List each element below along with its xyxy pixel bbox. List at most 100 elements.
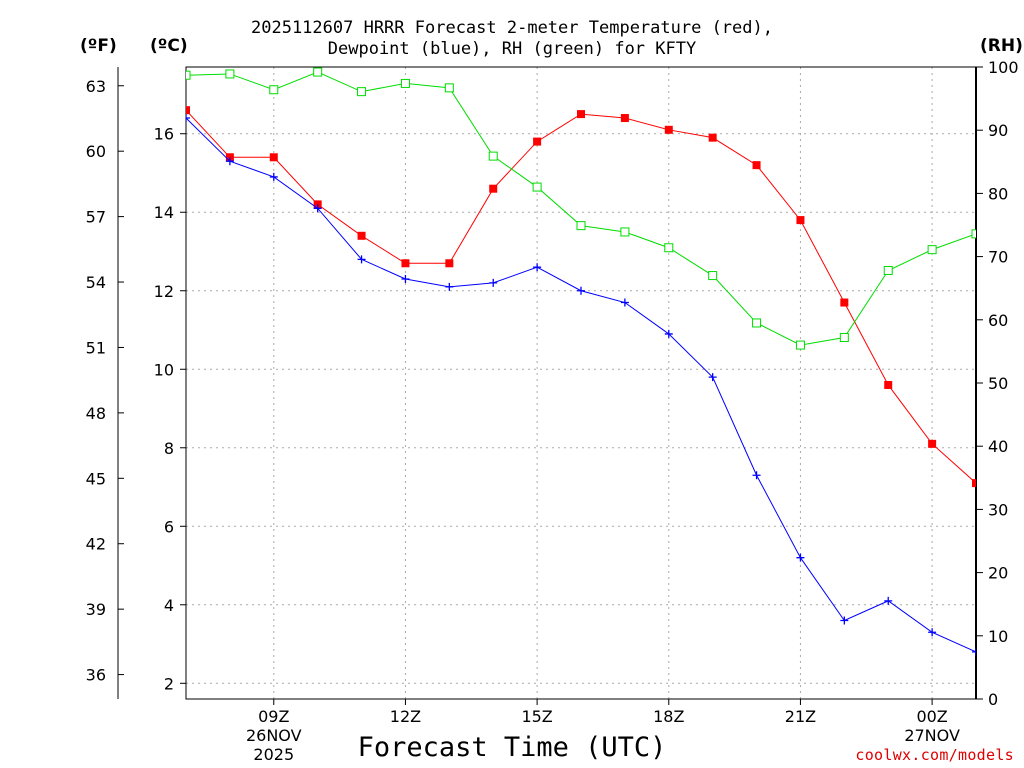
point-rh-14: [795, 340, 805, 350]
x-axis-title: Forecast Time (UTC): [357, 732, 667, 763]
point-dewpoint-4: [357, 255, 366, 264]
series-layer: [186, 67, 976, 656]
point-dewpoint-3: [313, 204, 322, 213]
point-temperature-13: [752, 161, 761, 170]
point-rh-1: [225, 69, 235, 79]
series-rh: [186, 67, 976, 350]
tick-label-f-60: 60: [86, 142, 106, 161]
point-temperature-4: [357, 231, 366, 240]
point-rh-2: [269, 85, 279, 95]
point-rh-8: [532, 182, 542, 192]
point-temperature-10: [620, 114, 629, 123]
point-dewpoint-11: [664, 329, 673, 338]
point-temperature-14: [796, 216, 805, 225]
point-temperature-2: [269, 153, 278, 162]
point-rh-15: [839, 332, 849, 342]
point-dewpoint-9: [577, 286, 585, 295]
point-rh-6: [444, 83, 454, 93]
celsius-axis-unit: (ºC): [150, 36, 188, 56]
tick-label-c-16: 16: [154, 125, 174, 144]
tick-label-rh-50: 50: [988, 374, 1008, 393]
fahrenheit-axis-unit: (ºF): [80, 36, 117, 56]
point-dewpoint-12: [708, 373, 717, 382]
tick-label-rh-0: 0: [988, 690, 998, 709]
point-dewpoint-10: [620, 298, 629, 307]
tick-label-c-6: 6: [164, 517, 174, 536]
point-rh-11: [664, 243, 674, 253]
tick-label-f-42: 42: [86, 535, 106, 554]
series-dewpoint: [186, 114, 976, 656]
tick-label-c-14: 14: [154, 203, 174, 222]
tick-label-rh-30: 30: [988, 500, 1008, 519]
tick-label-f-57: 57: [86, 208, 106, 227]
tick-label-f-39: 39: [86, 600, 106, 619]
rh-axis-unit: (RH): [980, 36, 1023, 56]
point-dewpoint-0: [186, 114, 190, 123]
tick-label-x-18-0: 18Z: [653, 707, 684, 726]
point-dewpoint-1: [225, 157, 234, 166]
point-dewpoint-2: [269, 172, 278, 181]
tick-label-rh-100: 100: [988, 58, 1019, 77]
point-temperature-8: [533, 137, 542, 146]
point-temperature-9: [577, 110, 585, 119]
point-temperature-11: [664, 125, 673, 134]
tick-label-f-36: 36: [86, 666, 106, 685]
tick-label-rh-20: 20: [988, 564, 1008, 583]
point-rh-16: [883, 266, 893, 276]
point-dewpoint-5: [401, 274, 410, 283]
point-temperature-18: [972, 479, 976, 488]
point-dewpoint-15: [840, 616, 849, 625]
point-rh-9: [576, 221, 586, 231]
point-temperature-17: [928, 439, 937, 448]
tick-label-x-9-2: 2025: [253, 745, 294, 764]
tick-label-rh-70: 70: [988, 248, 1008, 267]
point-rh-4: [357, 87, 367, 97]
tick-label-c-8: 8: [164, 439, 174, 458]
tick-label-c-2: 2: [164, 674, 174, 693]
tick-label-x-12-0: 12Z: [390, 707, 421, 726]
tick-label-x-9-1: 26NOV: [246, 726, 302, 745]
tick-label-c-12: 12: [154, 282, 174, 301]
point-rh-3: [313, 67, 323, 77]
point-temperature-0: [186, 106, 190, 115]
point-temperature-16: [884, 380, 893, 389]
point-dewpoint-8: [533, 263, 542, 272]
credit-link[interactable]: coolwx.com/models: [855, 746, 1014, 764]
point-dewpoint-13: [752, 471, 761, 480]
tick-label-x-21-0: 21Z: [785, 707, 816, 726]
chart-title-line1: 2025112607 HRRR Forecast 2-meter Tempera…: [251, 18, 773, 38]
point-temperature-12: [708, 133, 717, 142]
grid-lines: [186, 67, 976, 699]
point-rh-12: [708, 271, 718, 281]
point-temperature-5: [401, 259, 410, 268]
point-dewpoint-16: [884, 596, 893, 605]
tick-label-x-24-1: 27NOV: [904, 726, 960, 745]
series-line-temperature: [186, 109, 976, 484]
tick-label-rh-80: 80: [988, 184, 1008, 203]
point-rh-13: [752, 318, 762, 328]
tick-label-c-10: 10: [154, 360, 174, 379]
point-dewpoint-14: [796, 553, 805, 562]
point-temperature-7: [489, 184, 498, 193]
tick-label-rh-60: 60: [988, 311, 1008, 330]
series-temperature: [186, 106, 976, 488]
tick-label-x-15-0: 15Z: [521, 707, 552, 726]
point-dewpoint-18: [972, 647, 976, 656]
tick-label-x-9-0: 09Z: [258, 707, 289, 726]
tick-label-f-48: 48: [86, 404, 106, 423]
point-dewpoint-17: [928, 628, 937, 637]
point-rh-18: [971, 229, 976, 239]
tick-label-f-45: 45: [86, 469, 106, 488]
tick-label-f-63: 63: [86, 77, 106, 96]
point-rh-7: [488, 151, 498, 161]
plot-frame: [185, 66, 977, 700]
tick-label-x-24-0: 00Z: [916, 707, 947, 726]
tick-label-rh-40: 40: [988, 437, 1008, 456]
tick-label-c-4: 4: [164, 596, 174, 615]
chart-title-line2: Dewpoint (blue), RH (green) for KFTY: [327, 39, 697, 59]
tick-label-f-51: 51: [86, 338, 106, 357]
tick-label-rh-90: 90: [988, 121, 1008, 140]
point-rh-0: [186, 70, 191, 80]
